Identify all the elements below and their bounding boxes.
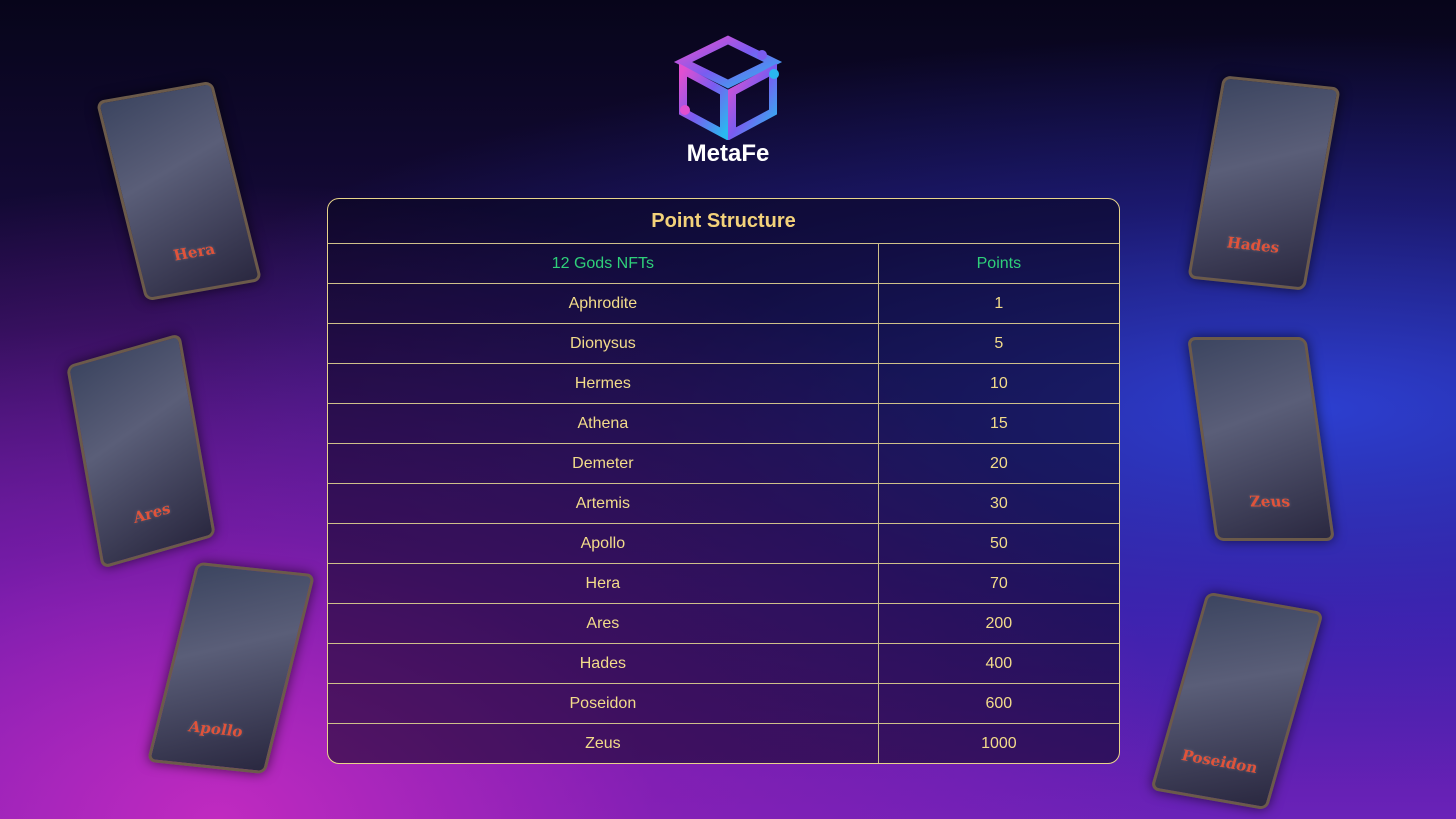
- points-value: 30: [877, 483, 1119, 524]
- table-row: Ares 200: [328, 603, 1119, 644]
- points-value: 10: [877, 363, 1119, 404]
- table-title: Point Structure: [328, 199, 1119, 244]
- card: Apollo: [146, 561, 316, 775]
- card-label: Apollo: [186, 717, 245, 741]
- god-name: Hera: [328, 563, 879, 604]
- card: Poseidon: [1150, 591, 1324, 811]
- points-value: 600: [877, 683, 1119, 724]
- points-value: 1000: [877, 723, 1119, 763]
- table-row: Dionysus 5: [328, 323, 1119, 364]
- header-cell: Points: [877, 244, 1119, 284]
- points-value: 1: [877, 283, 1119, 324]
- points-value: 5: [877, 323, 1119, 364]
- table: 12 Gods NFTs Points Aphrodite 1 Dionysus 5 H…: [328, 244, 1119, 763]
- card-label: Hera: [171, 239, 217, 265]
- table-row: Poseidon 600: [328, 683, 1119, 724]
- god-name: Ares: [328, 603, 879, 644]
- table-row: Apollo 50: [328, 523, 1119, 564]
- card: Hera: [95, 80, 263, 302]
- card: Zeus: [1187, 337, 1335, 541]
- table-row: Hades 400: [328, 643, 1119, 684]
- card-label: Ares: [132, 498, 172, 528]
- points-value: 20: [877, 443, 1119, 484]
- points-value: 50: [877, 523, 1119, 564]
- god-name: Aphrodite: [328, 283, 879, 324]
- god-name: Athena: [328, 403, 879, 444]
- points-value: 15: [877, 403, 1119, 444]
- god-name: Dionysus: [328, 323, 879, 364]
- table-row: Hermes 10: [328, 363, 1119, 404]
- table-row: Artemis 30: [328, 483, 1119, 524]
- god-name: Hades: [328, 643, 879, 684]
- points-value: 200: [877, 603, 1119, 644]
- table-row: Aphrodite 1: [328, 283, 1119, 324]
- god-name: Apollo: [328, 523, 879, 564]
- god-name: Poseidon: [328, 683, 879, 724]
- logo: [673, 35, 783, 140]
- card-label: Zeus: [1248, 492, 1292, 511]
- god-name: Zeus: [328, 723, 879, 763]
- table-row: Hera 70: [328, 563, 1119, 604]
- table-row: Athena 15: [328, 403, 1119, 444]
- card: Ares: [66, 333, 216, 569]
- brand-name: MetaFe: [686, 140, 770, 167]
- god-name: Demeter: [328, 443, 879, 484]
- points-value: 400: [877, 643, 1119, 684]
- card-label: Poseidon: [1179, 746, 1260, 777]
- god-name: Hermes: [328, 363, 879, 404]
- card: Hades: [1187, 75, 1341, 291]
- table-row: Zeus 1000: [328, 723, 1119, 763]
- header-cell: 12 Gods NFTs: [328, 244, 879, 284]
- table-row: Demeter 20: [328, 443, 1119, 484]
- points-table: Point Structure 12 Gods NFTs Points Aphr…: [327, 198, 1120, 764]
- points-value: 70: [877, 563, 1119, 604]
- header-row: 12 Gods NFTs Points: [328, 244, 1119, 284]
- card-label: Hades: [1225, 233, 1281, 257]
- god-name: Artemis: [328, 483, 879, 524]
